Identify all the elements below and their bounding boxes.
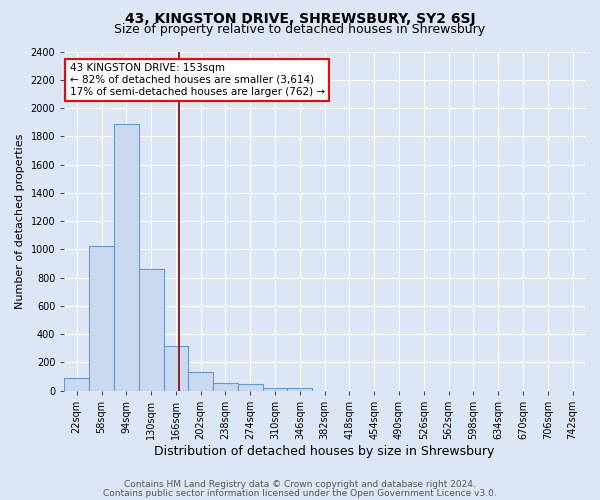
Bar <box>164 346 188 391</box>
Y-axis label: Number of detached properties: Number of detached properties <box>15 134 25 308</box>
Text: Size of property relative to detached houses in Shrewsbury: Size of property relative to detached ho… <box>115 24 485 36</box>
Bar <box>263 388 287 390</box>
Bar <box>89 246 114 390</box>
Bar <box>238 384 263 390</box>
Text: 43, KINGSTON DRIVE, SHREWSBURY, SY2 6SJ: 43, KINGSTON DRIVE, SHREWSBURY, SY2 6SJ <box>125 12 475 26</box>
Bar <box>114 124 139 390</box>
Text: 43 KINGSTON DRIVE: 153sqm
← 82% of detached houses are smaller (3,614)
17% of se: 43 KINGSTON DRIVE: 153sqm ← 82% of detac… <box>70 64 325 96</box>
Bar <box>287 388 312 390</box>
Bar <box>139 269 164 390</box>
X-axis label: Distribution of detached houses by size in Shrewsbury: Distribution of detached houses by size … <box>154 444 495 458</box>
Bar <box>188 372 213 390</box>
Text: Contains public sector information licensed under the Open Government Licence v3: Contains public sector information licen… <box>103 488 497 498</box>
Bar <box>213 383 238 390</box>
Bar <box>64 378 89 390</box>
Text: Contains HM Land Registry data © Crown copyright and database right 2024.: Contains HM Land Registry data © Crown c… <box>124 480 476 489</box>
